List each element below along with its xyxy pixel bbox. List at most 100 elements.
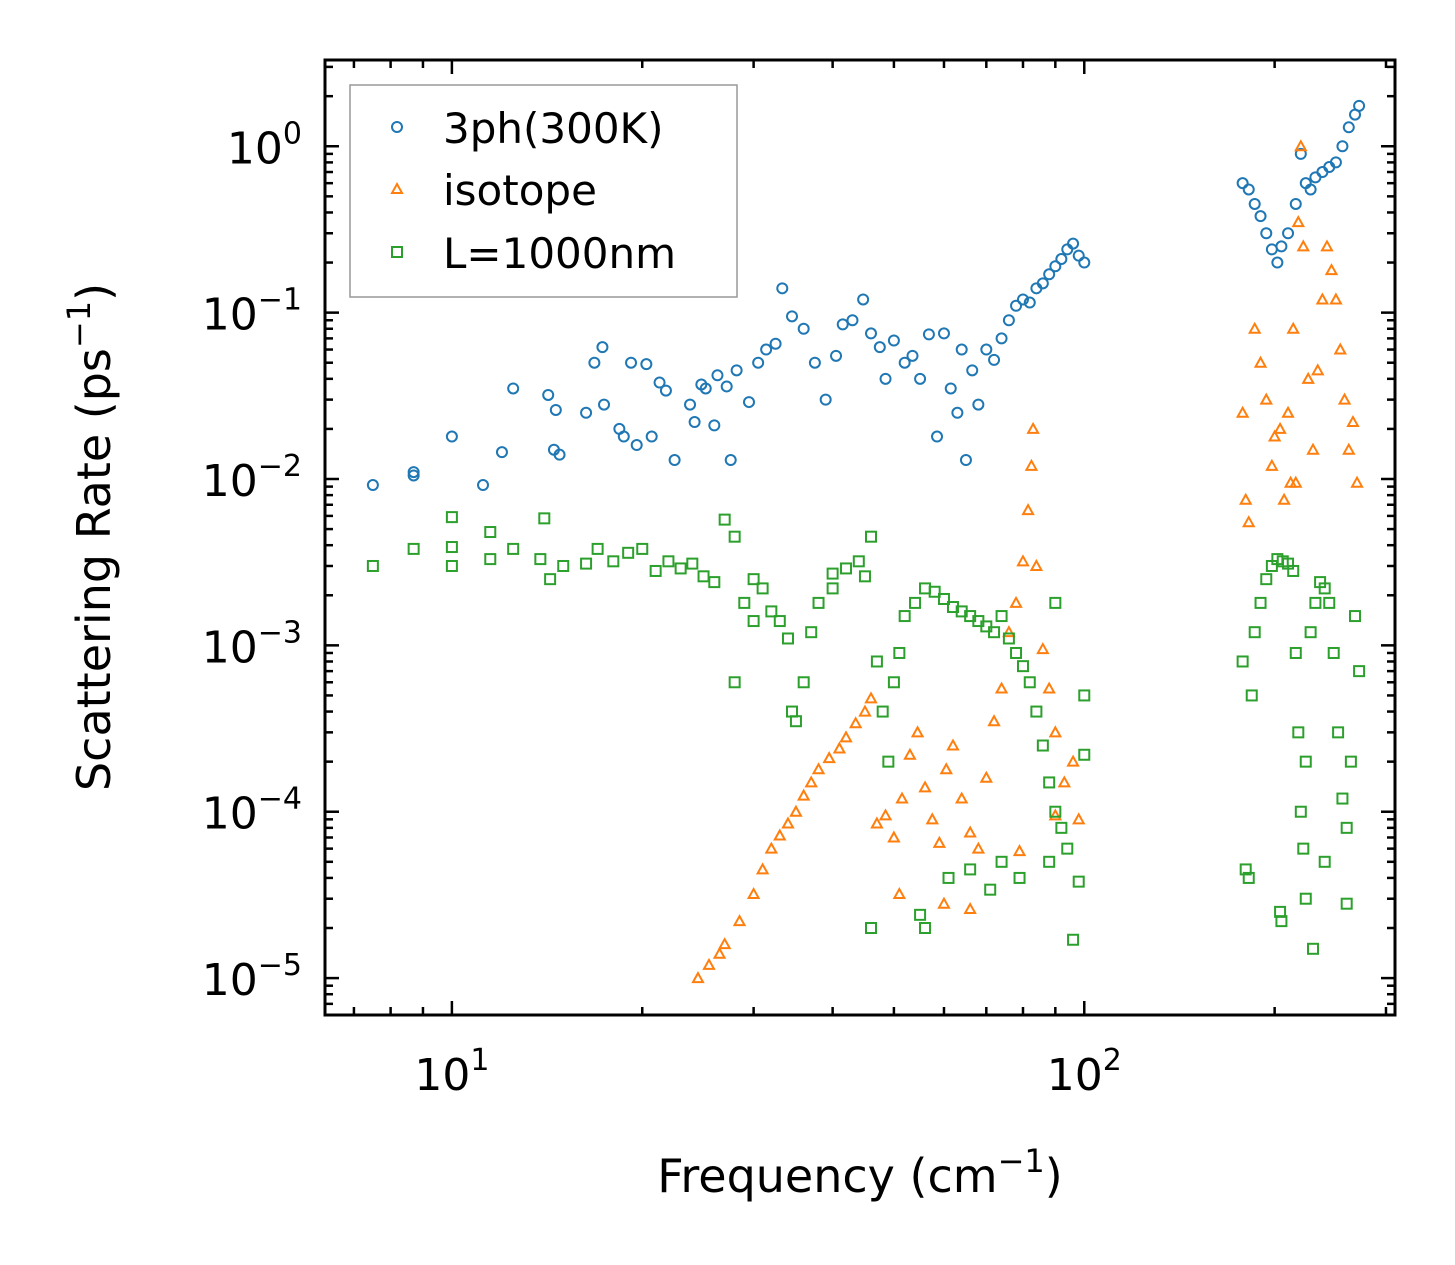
data-point-square <box>1287 564 1300 577</box>
legend-marker-triangle <box>390 181 404 194</box>
data-point-circle <box>966 364 979 377</box>
data-point-square <box>686 557 699 570</box>
data-point-triangle <box>811 762 826 775</box>
data-point-square <box>898 610 911 623</box>
data-point-square <box>882 755 895 768</box>
data-point-circle <box>1260 227 1273 240</box>
data-point-square <box>865 530 878 543</box>
data-point-circle <box>445 430 458 443</box>
data-point-circle <box>1304 183 1317 196</box>
data-point-triangle <box>892 886 907 900</box>
data-point-square <box>1049 596 1062 609</box>
data-point-circle <box>914 372 927 385</box>
data-point-triangle <box>1333 342 1347 355</box>
legend-marker-circle <box>391 121 403 133</box>
data-point-circle <box>742 396 755 409</box>
data-point-circle <box>640 358 653 371</box>
data-point-circle <box>699 382 712 395</box>
data-point-circle <box>542 388 555 401</box>
data-point-circle <box>1078 256 1091 269</box>
y-tick-label: 10−4 <box>202 782 302 840</box>
data-point-square <box>718 513 731 526</box>
data-point-circle <box>1282 227 1295 240</box>
legend-frame <box>349 84 738 298</box>
data-point-triangle <box>848 716 863 729</box>
x-axis-unit-base: cm <box>927 1149 997 1203</box>
y-tick-label: 10−5 <box>202 948 302 1006</box>
data-point-circle <box>959 454 972 467</box>
data-point-square <box>984 883 997 896</box>
data-point-square <box>1344 755 1357 768</box>
data-point-triangle <box>755 862 770 875</box>
data-point-circle <box>995 332 1008 345</box>
data-point-square <box>1304 626 1317 639</box>
data-point-circle <box>549 403 562 416</box>
data-point-circle <box>1067 237 1080 250</box>
data-point-triangle <box>858 704 872 717</box>
data-point-triangle <box>717 937 732 950</box>
data-point-triangle <box>789 804 803 817</box>
data-point-triangle <box>1311 363 1325 376</box>
data-point-square <box>1307 942 1320 955</box>
data-point-circle <box>887 334 900 347</box>
data-point-square <box>1078 689 1091 702</box>
data-point-square <box>1323 596 1336 609</box>
data-point-triangle <box>1042 681 1056 694</box>
y-tick-label: 10−3 <box>202 615 302 673</box>
data-point-square <box>1072 875 1085 888</box>
data-point-triangle <box>939 762 953 775</box>
legend-label-isotope: isotope <box>443 166 597 215</box>
data-point-circle <box>684 398 697 411</box>
data-point-square <box>1030 705 1043 718</box>
data-point-circle <box>873 341 886 354</box>
x-axis-label-text: Frequency <box>657 1149 895 1203</box>
data-point-triangle <box>937 896 951 909</box>
data-point-triangle <box>1273 421 1287 434</box>
data-point-circle <box>625 356 638 369</box>
data-point-square <box>484 526 497 539</box>
data-point-circle <box>598 398 611 411</box>
data-point-circle <box>931 430 944 443</box>
data-point-square <box>1289 646 1302 659</box>
data-point-triangle <box>1009 595 1023 608</box>
legend: 3ph(300K) isotope L=1000nm <box>349 84 738 298</box>
data-point-circle <box>776 282 789 295</box>
data-point-circle <box>1271 256 1284 269</box>
data-point-square <box>858 570 871 583</box>
data-point-triangle <box>864 691 878 704</box>
data-point-square <box>534 553 547 566</box>
data-point-square <box>1254 596 1267 609</box>
data-point-circle <box>1342 121 1355 134</box>
data-point-circle <box>944 382 957 395</box>
data-point-circle <box>1036 277 1049 290</box>
data-point-circle <box>407 469 420 482</box>
data-point-square <box>988 626 1001 639</box>
data-point-square <box>538 512 551 525</box>
data-point-circle <box>688 416 701 429</box>
data-point-triangle <box>1329 292 1343 305</box>
data-point-circle <box>988 353 1001 366</box>
y-axis-unit-base: ps <box>67 348 121 401</box>
data-point-circle <box>1010 299 1023 312</box>
data-point-circle <box>668 454 681 467</box>
data-point-triangle <box>1021 503 1035 516</box>
data-point-triangle <box>796 788 811 801</box>
data-point-circle <box>659 384 672 397</box>
data-point-triangle <box>1267 429 1282 442</box>
data-point-circle <box>588 356 601 369</box>
data-point-circle <box>1254 210 1267 223</box>
data-point-triangle <box>1259 392 1273 405</box>
data-point-circle <box>617 430 630 443</box>
data-point-triangle <box>1291 215 1306 228</box>
data-point-triangle <box>1235 405 1250 418</box>
data-point-square <box>887 676 900 689</box>
data-point-triangle <box>918 780 932 793</box>
data-point-triangle <box>1012 844 1027 857</box>
data-point-circle <box>1023 296 1036 309</box>
data-point-triangle <box>1072 812 1086 825</box>
y-tick-label: 10−1 <box>202 283 302 341</box>
data-point-square <box>826 582 839 595</box>
data-point-square <box>1016 660 1029 673</box>
data-point-square <box>914 908 927 921</box>
data-point-circle <box>730 364 743 377</box>
